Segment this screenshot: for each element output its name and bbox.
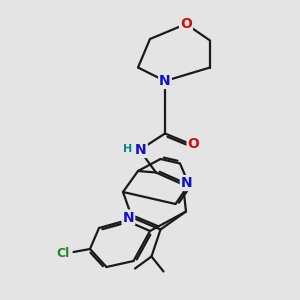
Text: N: N <box>123 211 134 224</box>
Text: N: N <box>135 143 147 157</box>
Text: Cl: Cl <box>56 247 70 260</box>
Text: N: N <box>181 176 192 190</box>
Text: N: N <box>159 74 171 88</box>
Text: H: H <box>124 143 133 154</box>
Text: O: O <box>188 137 200 151</box>
Text: O: O <box>180 17 192 31</box>
